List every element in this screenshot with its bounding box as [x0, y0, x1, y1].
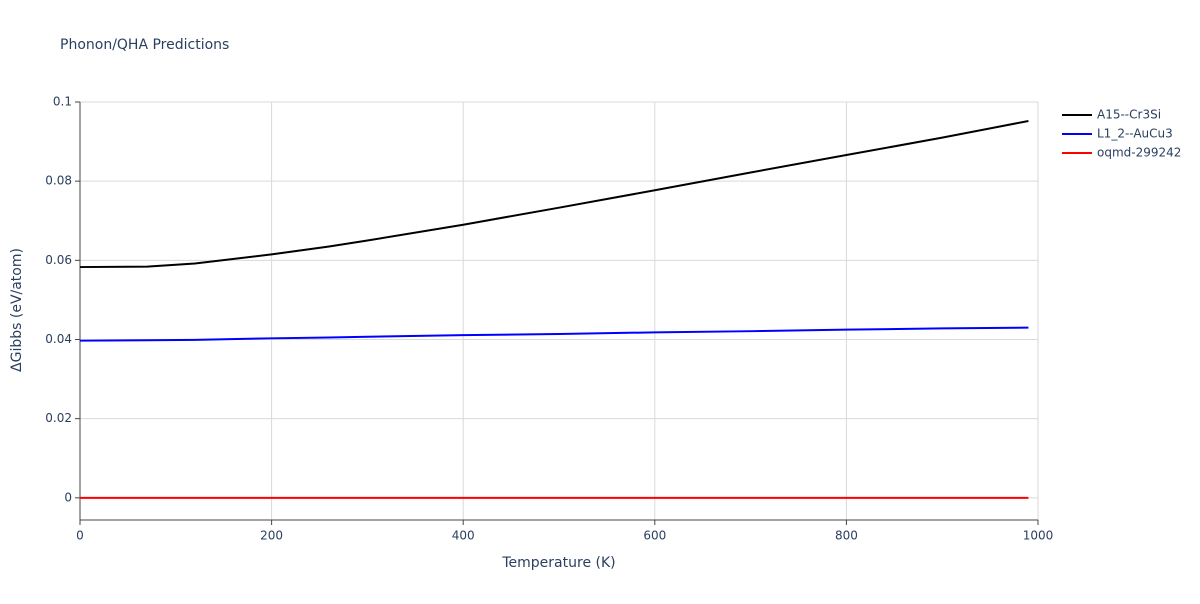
y-tick-label: 0.08 — [45, 174, 72, 188]
y-tick-label: 0.1 — [53, 95, 72, 109]
x-tick-label: 1000 — [1023, 529, 1054, 543]
series-line — [79, 120, 1029, 269]
y-tick-label: 0.04 — [45, 332, 72, 346]
x-tick-label: 400 — [452, 529, 475, 543]
y-axis-label: ΔGibbs (eV/atom) — [9, 248, 25, 372]
x-tick-label: 200 — [260, 529, 283, 543]
chart-title: Phonon/QHA Predictions — [60, 37, 229, 53]
x-tick-label: 0 — [76, 529, 84, 543]
x-axis-label: Temperature (K) — [501, 555, 615, 571]
y-tick-label: 0.06 — [45, 253, 72, 267]
series-line — [79, 326, 1029, 342]
x-tick-label: 800 — [835, 529, 858, 543]
y-tick-label: 0.02 — [45, 411, 72, 425]
y-tick-label: 0 — [64, 490, 72, 504]
legend-label: oqmd-299242 — [1097, 146, 1181, 160]
x-tick-label: 600 — [643, 529, 666, 543]
legend-label: L1_2--AuCu3 — [1097, 127, 1173, 141]
legend-label: A15--Cr3Si — [1097, 108, 1161, 122]
